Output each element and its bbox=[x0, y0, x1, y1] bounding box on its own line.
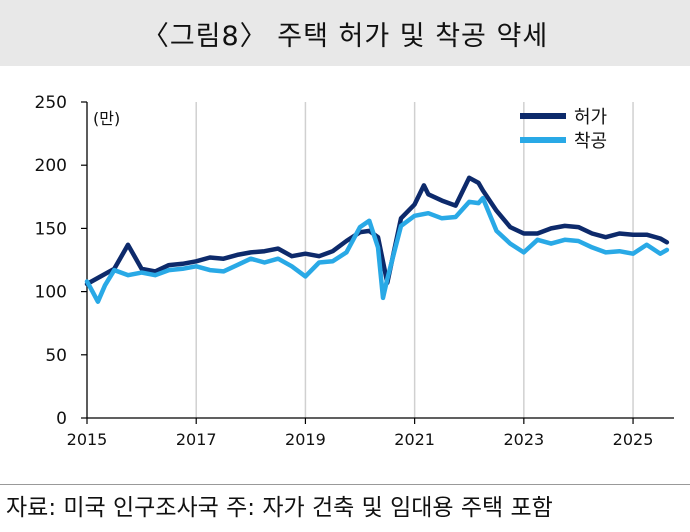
x-tick-label: 2019 bbox=[285, 430, 326, 449]
series-line-starts bbox=[84, 195, 670, 304]
x-tick-label: 2023 bbox=[503, 430, 544, 449]
line-chart: 0 50 100 150 200 250 2015 2017 2019 2021 2023 2025 (… bbox=[35, 93, 674, 449]
x-tick-label: 2025 bbox=[613, 430, 654, 449]
y-tick-label: 250 bbox=[35, 93, 67, 113]
y-tick-label: 150 bbox=[35, 219, 67, 239]
x-tick-label: 2021 bbox=[394, 430, 435, 449]
unit-label: (만) bbox=[93, 109, 120, 128]
y-tick-label: 100 bbox=[35, 283, 67, 303]
y-tick-label: 0 bbox=[56, 409, 67, 429]
y-tick-label: 50 bbox=[45, 346, 67, 366]
x-tick-label: 2015 bbox=[67, 430, 108, 449]
source-note: 자료: 미국 인구조사국 주: 자가 건축 및 임대용 주택 포함 bbox=[6, 495, 553, 521]
y-tick-label: 200 bbox=[35, 156, 67, 176]
legend-label: 착공 bbox=[574, 131, 607, 152]
footer-divider bbox=[0, 484, 690, 485]
title-bar: 〈그림8〉 주택 허가 및 착공 약세 bbox=[0, 0, 690, 66]
legend-label: 허가 bbox=[574, 107, 607, 128]
chart-title: 〈그림8〉 주택 허가 및 착공 약세 bbox=[141, 20, 549, 52]
x-tick-label: 2017 bbox=[176, 430, 217, 449]
